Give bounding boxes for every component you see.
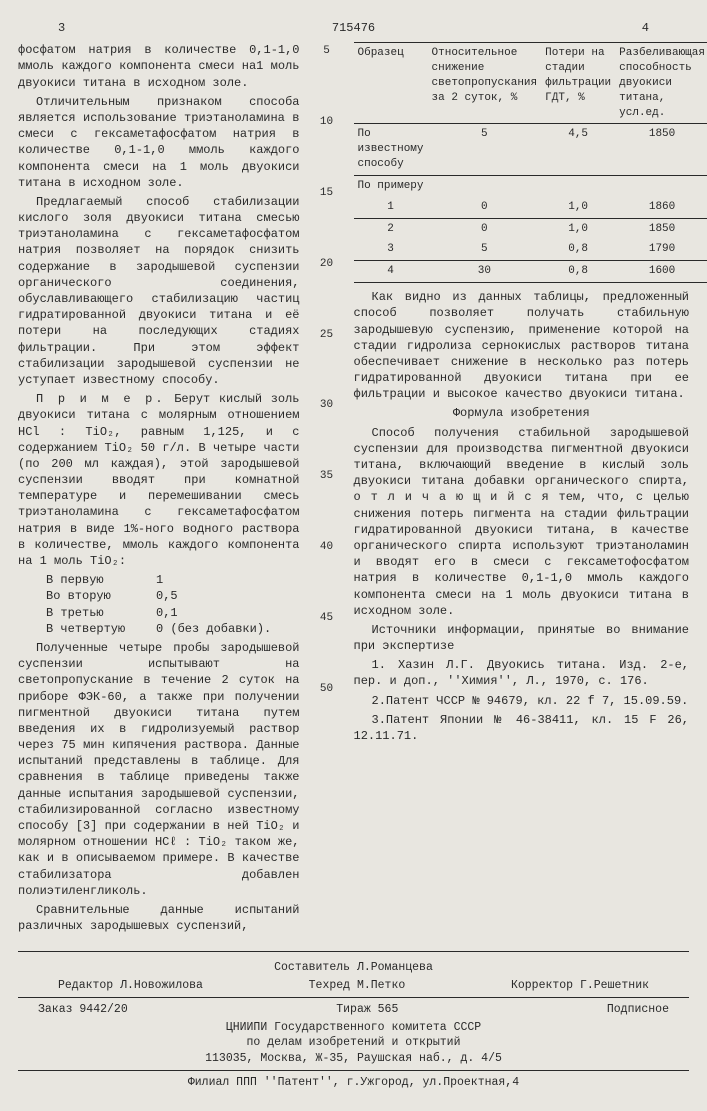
list-item: В первую1 <box>46 572 300 588</box>
col-header: Разбеливающая способность двуокиси титан… <box>615 43 707 124</box>
table-row: 4300,81600 <box>354 261 707 283</box>
editor: Редактор Л.Новожилова <box>58 978 203 994</box>
publisher: по делам изобретений и открытий <box>18 1035 689 1051</box>
body-text: Предлагаемый способ стабилизации кислого… <box>18 194 300 388</box>
table-row: По примеру <box>354 175 707 196</box>
page-num-left: 3 <box>58 20 65 36</box>
left-column: фосфатом натрия в количестве 0,1-1,0 ммо… <box>18 42 300 937</box>
line-numbers: 5 10 15 20 25 30 35 40 45 50 <box>318 42 336 937</box>
list-item: В четвертую0 (без добавки). <box>46 621 300 637</box>
claim-text: Способ получения стабильной зародышевой … <box>354 425 690 619</box>
source-ref: 1. Хазин Л.Г. Двуокись титана. Изд. 2-е,… <box>354 657 690 689</box>
right-column: Образец Относительное снижение светопроп… <box>354 42 690 937</box>
table-header-row: Образец Относительное снижение светопроп… <box>354 43 707 124</box>
page-num-right: 4 <box>642 20 649 36</box>
source-ref: 3.Патент Японии № 46-38411, кл. 15 F 26,… <box>354 712 690 744</box>
table-row: 350,81790 <box>354 239 707 260</box>
col-header: Относительное снижение светопропускания … <box>428 43 542 124</box>
table-row: По известному способу54,51850 <box>354 124 707 176</box>
col-header: Потери на стадии фильтрации ГДТ, % <box>541 43 615 124</box>
body-text: Отличительным признаком способа является… <box>18 94 300 191</box>
order-num: Заказ 9442/20 <box>38 1002 128 1018</box>
subscription: Подписное <box>607 1002 669 1018</box>
divider <box>18 951 689 952</box>
colophon: Составитель Л.Романцева Редактор Л.Новож… <box>18 960 689 1091</box>
formula-heading: Формула изобретения <box>354 405 690 421</box>
table-row: 201,01850 <box>354 218 707 239</box>
body-text: Как видно из данных таблицы, предложенны… <box>354 289 690 402</box>
corrector: Корректор Г.Решетник <box>511 978 649 994</box>
body-text: Полученные четыре пробы зародышевой сусп… <box>18 640 300 899</box>
divider <box>18 1070 689 1071</box>
tech-editor: Техред М.Петко <box>309 978 406 994</box>
doc-number: 715476 <box>332 20 375 36</box>
list-item: В третью0,1 <box>46 605 300 621</box>
two-column-layout: фосфатом натрия в количестве 0,1-1,0 ммо… <box>18 42 689 937</box>
list-item: Во вторую0,5 <box>46 588 300 604</box>
address: 113035, Москва, Ж-35, Раушская наб., д. … <box>18 1051 689 1067</box>
sources-heading: Источники информации, принятые во вниман… <box>354 622 690 654</box>
results-table: Образец Относительное снижение светопроп… <box>354 42 707 283</box>
compiler: Составитель Л.Романцева <box>18 960 689 976</box>
dosage-list: В первую1 Во вторую0,5 В третью0,1 В чет… <box>46 572 300 637</box>
branch-address: Филиал ППП ''Патент'', г.Ужгород, ул.Про… <box>18 1075 689 1091</box>
col-header: Образец <box>354 43 428 124</box>
body-text: Берут кислый золь двуокиси титана с моля… <box>18 392 300 568</box>
publisher: ЦНИИПИ Государственного комитета СССР <box>18 1020 689 1036</box>
divider <box>18 997 689 998</box>
body-text: фосфатом натрия в количестве 0,1-1,0 ммо… <box>18 42 300 91</box>
example-label: П р и м е р. <box>36 392 166 406</box>
example-para: П р и м е р. Берут кислый золь двуокиси … <box>18 391 300 569</box>
print-run: Тираж 565 <box>336 1002 398 1018</box>
page-header: 3 715476 4 <box>18 20 689 36</box>
source-ref: 2.Патент ЧССР № 94679, кл. 22 f 7, 15.09… <box>354 693 690 709</box>
table-row: 101,01860 <box>354 197 707 218</box>
body-text: Сравнительные данные испытаний различных… <box>18 902 300 934</box>
